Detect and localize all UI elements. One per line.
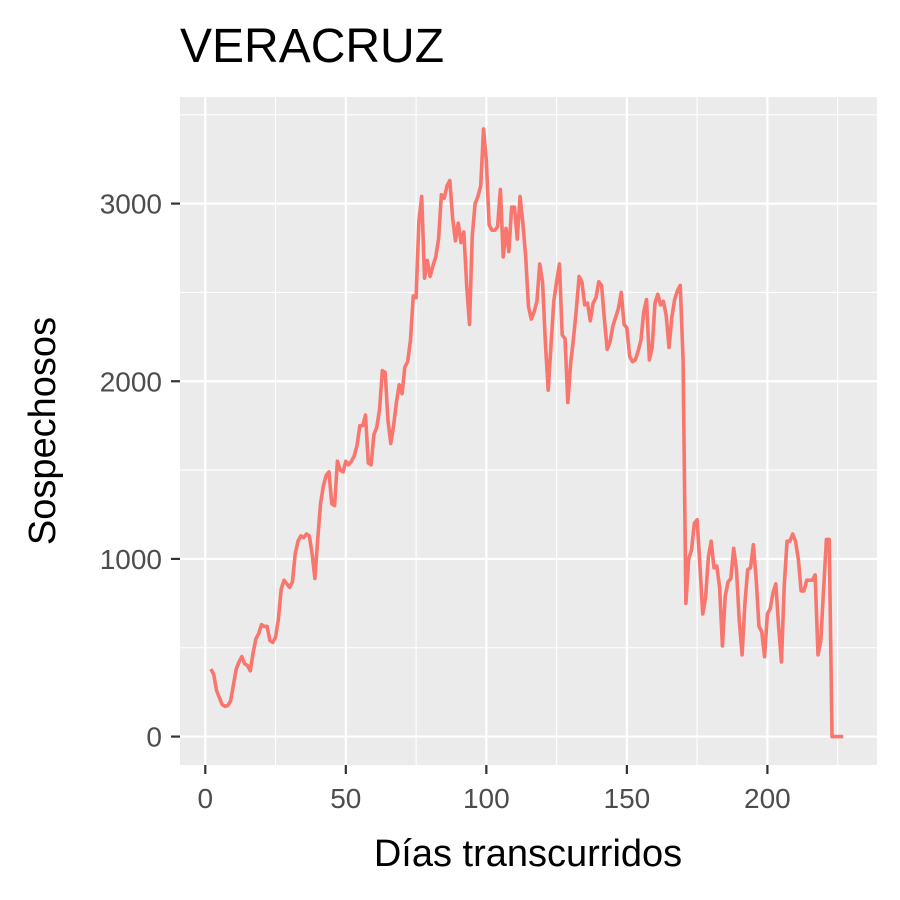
y-tick-label: 1000 <box>100 544 162 575</box>
major-gridlines <box>180 97 877 765</box>
y-axis-title: Sospechosos <box>22 317 64 545</box>
x-axis-title: Días transcurridos <box>374 833 682 875</box>
x-tick-label: 0 <box>198 783 214 814</box>
plot-panel <box>180 97 877 765</box>
series-line <box>209 127 844 739</box>
x-tick-label: 50 <box>330 783 361 814</box>
data-layer <box>209 127 844 739</box>
y-tick-label: 0 <box>146 722 162 753</box>
x-tick-label: 150 <box>604 783 651 814</box>
x-tick-label: 200 <box>744 783 791 814</box>
y-tick-label: 2000 <box>100 366 162 397</box>
x-axis: 0 50 100 150 200 <box>198 765 791 814</box>
x-tick-label: 100 <box>463 783 510 814</box>
minor-gridlines <box>180 97 877 765</box>
chart-title: VERACRUZ <box>180 20 444 73</box>
y-axis: 0 1000 2000 3000 <box>100 189 180 753</box>
y-tick-label: 3000 <box>100 189 162 220</box>
